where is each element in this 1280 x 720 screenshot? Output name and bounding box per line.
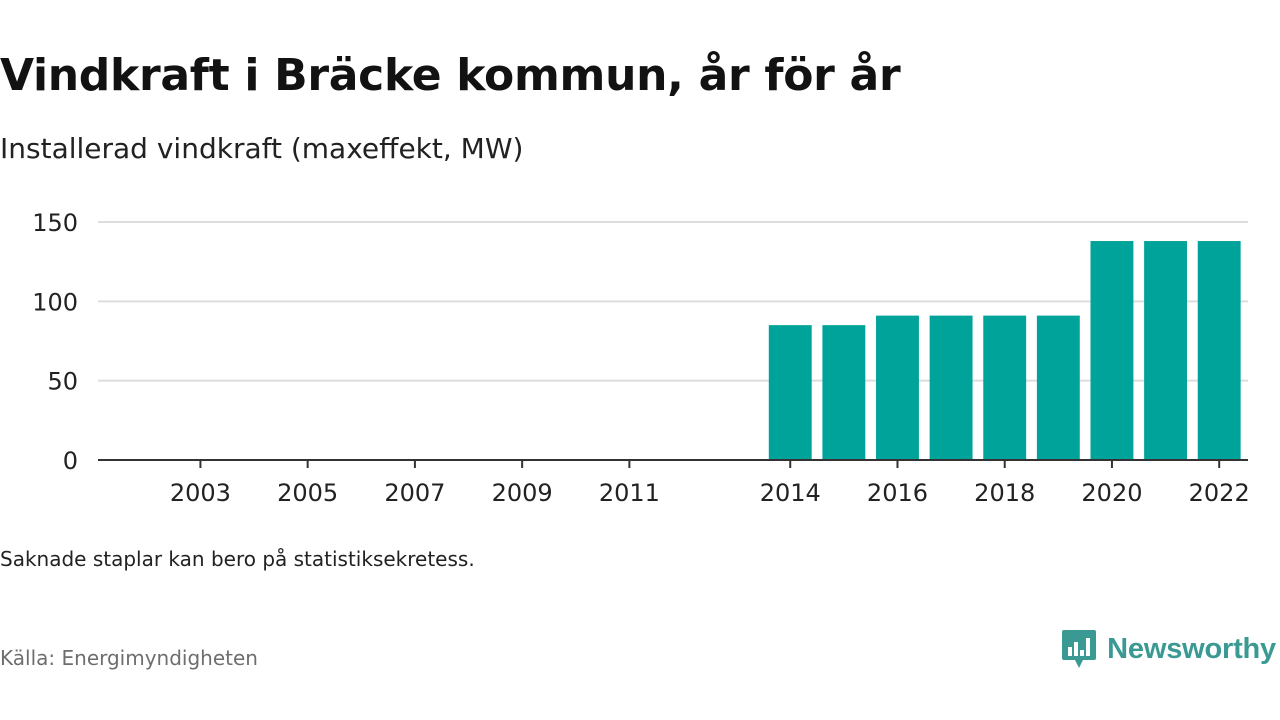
brand-logo: Newsworthy bbox=[1061, 628, 1276, 670]
x-tick-label: 2011 bbox=[599, 479, 660, 507]
bar-2015 bbox=[822, 325, 866, 460]
chart-title: Vindkraft i Bräcke kommun, år för år bbox=[0, 50, 901, 101]
newsworthy-logo-icon bbox=[1062, 630, 1097, 668]
y-tick-label: 100 bbox=[32, 288, 78, 316]
y-tick-label: 50 bbox=[47, 368, 78, 396]
x-tick-label: 2018 bbox=[974, 479, 1035, 507]
source-line: Källa: Energimyndigheten bbox=[0, 646, 258, 670]
bar-chart: 0 50 100 150 2003 2005 2007 2009 2011 2014 2016 201… bbox=[32, 209, 1250, 507]
y-tick-label: 0 bbox=[63, 447, 78, 475]
source-label: Källa: bbox=[0, 646, 56, 670]
y-tick-label: 150 bbox=[32, 209, 78, 237]
bar-2017 bbox=[929, 315, 973, 460]
x-tick-label: 2003 bbox=[170, 479, 231, 507]
x-tick-label: 2020 bbox=[1081, 479, 1142, 507]
source-name: Energimyndigheten bbox=[61, 646, 258, 670]
bar-2019 bbox=[1036, 315, 1080, 460]
brand-name: Newsworthy bbox=[1107, 632, 1276, 665]
footnote: Saknade staplar kan bero på statistiksek… bbox=[0, 547, 475, 571]
bar-2022 bbox=[1197, 241, 1241, 460]
bar-2021 bbox=[1144, 241, 1188, 460]
bar-2014 bbox=[768, 325, 812, 460]
bar-2018 bbox=[983, 315, 1027, 460]
x-tick-label: 2014 bbox=[760, 479, 821, 507]
x-tick-label: 2009 bbox=[492, 479, 553, 507]
bar-2016 bbox=[876, 315, 919, 460]
x-tick-label: 2016 bbox=[867, 479, 928, 507]
x-tick-label: 2022 bbox=[1189, 479, 1250, 507]
x-tick-label: 2007 bbox=[384, 479, 445, 507]
bar-2020 bbox=[1090, 241, 1134, 460]
chart-subtitle: Installerad vindkraft (maxeffekt, MW) bbox=[0, 132, 524, 165]
x-tick-label: 2005 bbox=[277, 479, 338, 507]
